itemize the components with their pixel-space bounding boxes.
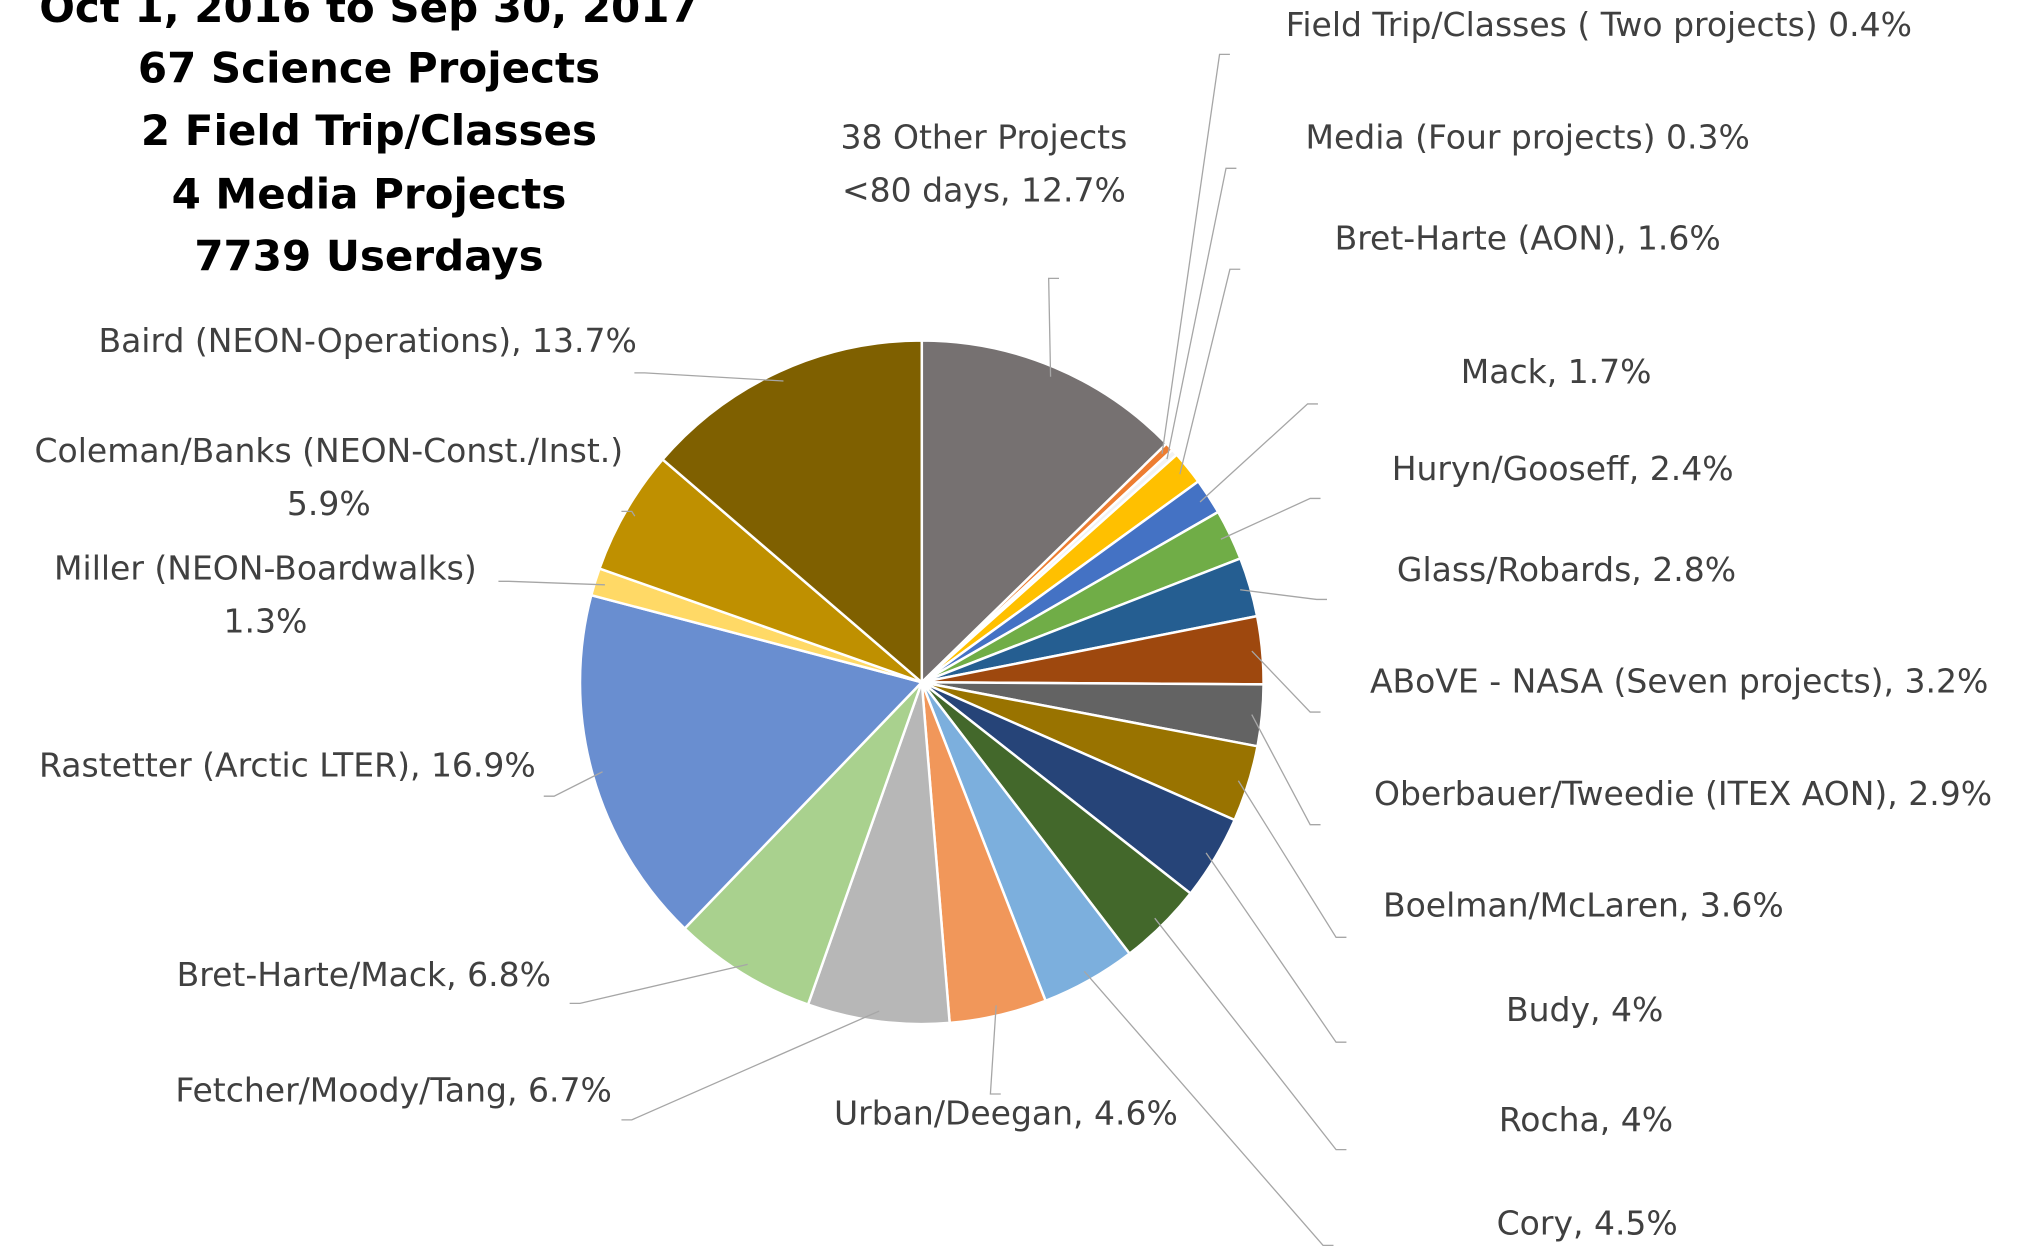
data-label: Field Trip/Classes ( Two projects) 0.4% bbox=[1286, 4, 1912, 43]
leader-line bbox=[1251, 650, 1321, 713]
title-line: 7739 Userdays bbox=[194, 231, 543, 280]
data-label: Media (Four projects) 0.3% bbox=[1305, 117, 1749, 156]
chart-title: Oct 1, 2016 to Sep 30, 2017 67 Science Pr… bbox=[39, 0, 699, 280]
data-label-line: Oberbauer/Tweedie (ITEX AON), 2.9% bbox=[1374, 773, 1992, 812]
pie-slice bbox=[920, 339, 1169, 686]
data-label-line: Rastetter (Arctic LTER), 16.9% bbox=[39, 745, 536, 784]
leader-line bbox=[1199, 403, 1318, 503]
data-label-line: Baird (NEON-Operations), 13.7% bbox=[98, 320, 636, 359]
title-line: 4 Media Projects bbox=[172, 169, 567, 218]
data-label: Miller (NEON-Boardwalks) 1.3% bbox=[54, 548, 477, 640]
data-label-line: Huryn/Gooseff, 2.4% bbox=[1392, 448, 1734, 487]
data-label: Boelman/McLaren, 3.6% bbox=[1383, 885, 1784, 924]
leader-line bbox=[1179, 268, 1241, 475]
data-label: Rocha, 4% bbox=[1499, 1100, 1673, 1139]
data-label-line: Mack, 1.7% bbox=[1461, 351, 1652, 390]
data-label: Cory, 4.5% bbox=[1497, 1203, 1678, 1242]
leader-line bbox=[1047, 277, 1060, 377]
data-label: Bret-Harte (AON), 1.6% bbox=[1335, 218, 1721, 257]
data-label-line: <80 days, 12.7% bbox=[842, 170, 1126, 209]
data-label-line: Urban/Deegan, 4.6% bbox=[834, 1093, 1178, 1132]
data-labels: 38 Other Projects <80 days, 12.7% Field Tr… bbox=[34, 4, 1992, 1246]
data-label-line: ABoVE - NASA (Seven projects), 3.2% bbox=[1370, 661, 1988, 700]
pie-slice bbox=[578, 593, 925, 931]
pie-slice bbox=[682, 681, 923, 1007]
leader-line bbox=[498, 580, 605, 586]
data-label-line: Cory, 4.5% bbox=[1497, 1203, 1678, 1242]
data-label-line: Coleman/Banks (NEON-Const./Inst.) bbox=[34, 430, 623, 469]
data-label: Glass/Robards, 2.8% bbox=[1397, 549, 1736, 588]
leader-line bbox=[1220, 497, 1321, 540]
leader-line bbox=[1240, 589, 1328, 601]
data-label-line: 1.3% bbox=[223, 601, 307, 640]
data-label-line: Boelman/McLaren, 3.6% bbox=[1383, 885, 1784, 924]
data-label: Mack, 1.7% bbox=[1461, 351, 1652, 390]
leader-line bbox=[621, 510, 636, 517]
data-label-line: Bret-Harte (AON), 1.6% bbox=[1335, 218, 1721, 257]
pie-slice bbox=[660, 339, 924, 685]
data-label-line: 5.9% bbox=[287, 483, 371, 522]
data-label-line: Miller (NEON-Boardwalks) bbox=[54, 548, 477, 587]
data-label-line: Field Trip/Classes ( Two projects) 0.4% bbox=[1286, 4, 1912, 43]
leader-line bbox=[1166, 167, 1237, 460]
data-label-line: Rocha, 4% bbox=[1499, 1100, 1673, 1139]
leader-line bbox=[1237, 780, 1347, 938]
leader-line bbox=[989, 1005, 1001, 1095]
leader-line bbox=[1154, 917, 1347, 1151]
leader-line bbox=[1161, 53, 1230, 454]
data-label: ABoVE - NASA (Seven projects), 3.2% bbox=[1370, 661, 1988, 700]
leader-line bbox=[1205, 852, 1347, 1043]
pie-slice bbox=[806, 681, 952, 1026]
data-label: Baird (NEON-Operations), 13.7% bbox=[98, 320, 636, 359]
data-label: Coleman/Banks (NEON-Const./Inst.) 5.9% bbox=[34, 430, 623, 522]
leader-line bbox=[1083, 970, 1334, 1246]
data-label-line: 38 Other Projects bbox=[841, 117, 1128, 156]
data-label: Bret-Harte/Mack, 6.8% bbox=[177, 955, 551, 994]
data-label: 38 Other Projects <80 days, 12.7% bbox=[841, 117, 1128, 209]
leader-line bbox=[634, 372, 784, 382]
leader-line bbox=[569, 963, 748, 1004]
data-label: Budy, 4% bbox=[1506, 990, 1663, 1029]
data-label: Urban/Deegan, 4.6% bbox=[834, 1093, 1178, 1132]
data-label-line: Bret-Harte/Mack, 6.8% bbox=[177, 955, 551, 994]
data-label: Rastetter (Arctic LTER), 16.9% bbox=[39, 745, 536, 784]
data-label: Oberbauer/Tweedie (ITEX AON), 2.9% bbox=[1374, 773, 1992, 812]
data-label-line: Glass/Robards, 2.8% bbox=[1397, 549, 1736, 588]
data-label-line: Fetcher/Moody/Tang, 6.7% bbox=[175, 1070, 612, 1109]
leader-line bbox=[621, 1010, 880, 1121]
data-label: Fetcher/Moody/Tang, 6.7% bbox=[175, 1070, 612, 1109]
leader-line bbox=[1251, 714, 1321, 826]
data-label-line: Budy, 4% bbox=[1506, 990, 1663, 1029]
title-line: 2 Field Trip/Classes bbox=[141, 106, 597, 155]
data-label: Huryn/Gooseff, 2.4% bbox=[1392, 448, 1734, 487]
data-label-line: Media (Four projects) 0.3% bbox=[1305, 117, 1749, 156]
title-line: 67 Science Projects bbox=[138, 44, 600, 93]
pie bbox=[578, 339, 1265, 1026]
leader-line bbox=[543, 771, 603, 797]
title-line: Oct 1, 2016 to Sep 30, 2017 bbox=[39, 0, 699, 32]
